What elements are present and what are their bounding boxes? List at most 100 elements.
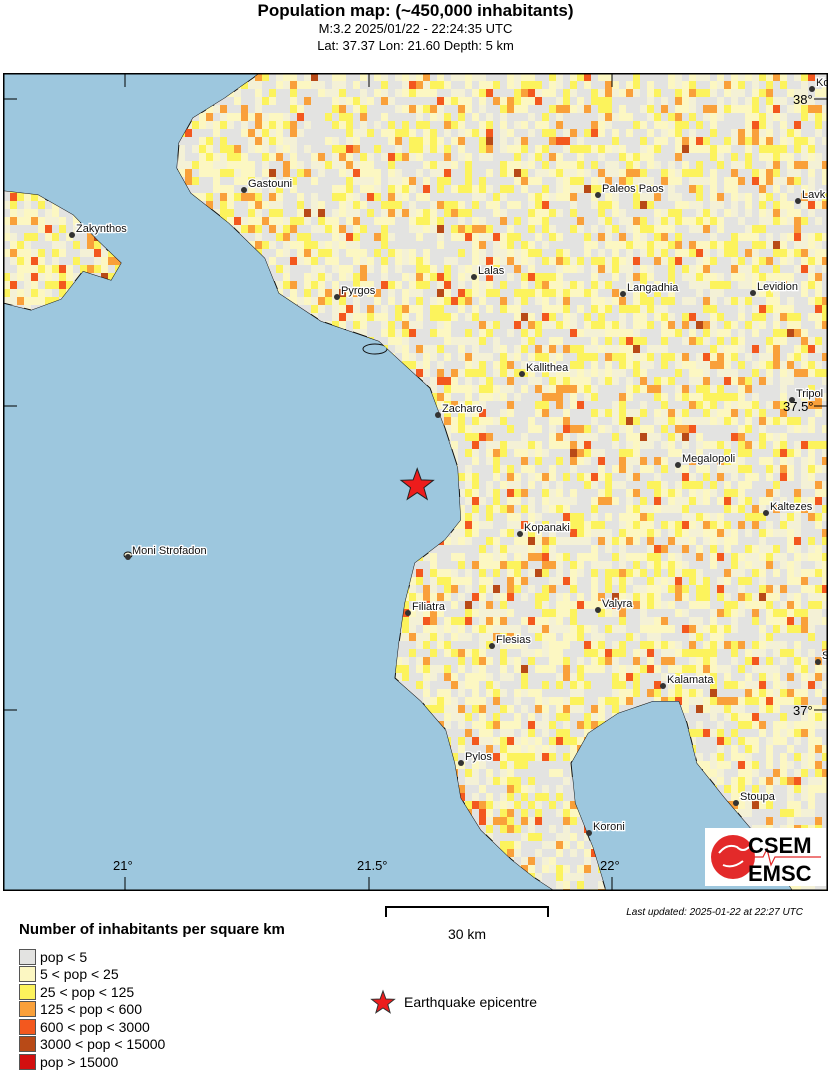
density-cell <box>640 241 647 249</box>
density-cell <box>17 297 24 305</box>
density-cell <box>535 217 542 225</box>
density-cell <box>486 145 493 153</box>
density-cell <box>542 329 549 337</box>
density-cell <box>269 265 276 273</box>
density-cell <box>325 241 332 249</box>
density-cell <box>458 121 465 129</box>
population-map[interactable]: 21° 21.5° 22°38°37.5°37° GastouniZakynthos… <box>3 73 828 891</box>
density-cell <box>66 249 73 257</box>
density-cell <box>605 353 612 361</box>
density-cell <box>696 329 703 337</box>
density-cell <box>703 329 710 337</box>
density-cell <box>668 473 675 481</box>
density-cell <box>381 281 388 289</box>
density-cell <box>654 441 661 449</box>
density-cell <box>675 449 682 457</box>
density-cell <box>598 289 605 297</box>
density-cell <box>535 193 542 201</box>
density-cell <box>696 465 703 473</box>
density-cell <box>801 441 808 449</box>
density-cell <box>717 385 724 393</box>
density-cell <box>787 265 794 273</box>
density-cell <box>451 217 458 225</box>
density-cell <box>710 105 717 113</box>
density-cell <box>787 385 794 393</box>
density-cell <box>493 121 500 129</box>
density-cell <box>465 113 472 121</box>
density-cell <box>297 177 304 185</box>
density-cell <box>675 249 682 257</box>
density-cell <box>668 81 675 89</box>
density-cell <box>199 129 206 137</box>
density-cell <box>290 153 297 161</box>
density-cell <box>584 377 591 385</box>
density-cell <box>731 281 738 289</box>
density-cell <box>451 201 458 209</box>
density-cell <box>766 345 773 353</box>
density-cell <box>304 249 311 257</box>
density-cell <box>626 233 633 241</box>
density-cell <box>339 321 346 329</box>
density-cell <box>619 185 626 193</box>
density-cell <box>682 457 689 465</box>
density-cell <box>822 249 828 257</box>
density-cell <box>752 177 759 185</box>
density-cell <box>227 145 234 153</box>
density-cell <box>360 193 367 201</box>
event-location: Lat: 37.37 Lon: 21.60 Depth: 5 km <box>317 38 514 53</box>
density-cell <box>402 193 409 201</box>
event-info: M:3.2 2025/01/22 - 22:24:35 UTC <box>318 21 513 36</box>
density-cell <box>409 121 416 129</box>
density-cell <box>227 217 234 225</box>
density-cell <box>556 385 563 393</box>
density-cell <box>766 137 773 145</box>
density-cell <box>780 265 787 273</box>
density-cell <box>626 185 633 193</box>
density-cell <box>304 89 311 97</box>
density-cell <box>654 153 661 161</box>
density-cell <box>605 465 612 473</box>
density-cell <box>668 289 675 297</box>
density-cell <box>591 425 598 433</box>
density-cell <box>437 185 444 193</box>
density-cell <box>724 249 731 257</box>
density-cell <box>766 281 773 289</box>
density-cell <box>486 177 493 185</box>
density-cell <box>479 169 486 177</box>
density-cell <box>451 225 458 233</box>
density-cell <box>647 73 654 81</box>
density-cell <box>633 121 640 129</box>
density-cell <box>584 153 591 161</box>
density-cell <box>724 145 731 153</box>
density-cell <box>472 441 479 449</box>
density-cell <box>423 361 430 369</box>
density-cell <box>773 305 780 313</box>
density-cell <box>766 297 773 305</box>
density-cell <box>570 129 577 137</box>
density-cell <box>570 193 577 201</box>
density-cell <box>598 417 605 425</box>
density-cell <box>220 97 227 105</box>
density-cell <box>787 145 794 153</box>
density-cell <box>430 361 437 369</box>
density-cell <box>584 129 591 137</box>
density-cell <box>10 201 17 209</box>
density-cell <box>647 241 654 249</box>
density-cell <box>556 153 563 161</box>
density-cell <box>654 137 661 145</box>
density-cell <box>423 105 430 113</box>
density-cell <box>780 105 787 113</box>
density-cell <box>682 289 689 297</box>
density-cell <box>465 97 472 105</box>
density-cell <box>654 337 661 345</box>
density-cell <box>759 113 766 121</box>
density-cell <box>787 313 794 321</box>
density-cell <box>822 201 828 209</box>
lagoon <box>362 343 388 355</box>
density-cell <box>549 89 556 97</box>
density-cell <box>290 289 297 297</box>
density-cell <box>304 169 311 177</box>
density-cell <box>626 177 633 185</box>
density-cell <box>731 433 738 441</box>
density-cell <box>801 113 808 121</box>
